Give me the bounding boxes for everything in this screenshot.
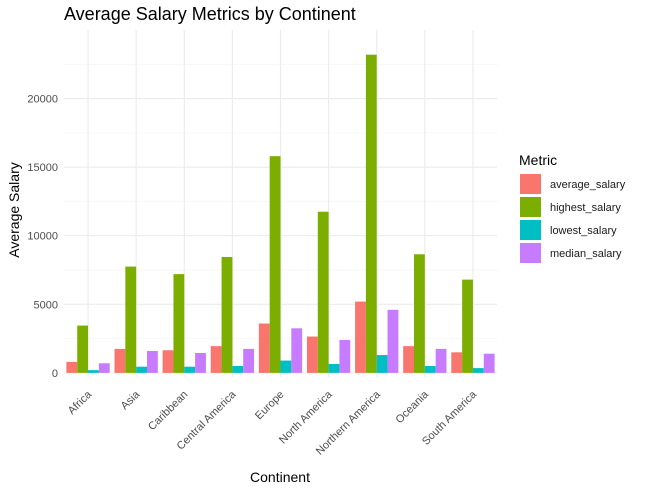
bar-highest_salary-south-america [462,279,473,373]
bar-lowest_salary-northern-america [376,355,388,373]
bar-highest_salary-oceania [414,254,425,373]
plot-area [64,30,497,377]
bar-lowest_salary-asia [136,366,147,373]
bar-average_salary-europe [258,323,270,373]
y-tick-label: 0 [52,368,58,380]
bar-highest_salary-caribbean [173,274,185,373]
bar-average_salary-northern-america [355,301,366,373]
bar-highest_salary-central-america [221,256,233,373]
x-tick-label: Africa [66,388,95,417]
bar-lowest_salary-north-america [328,363,340,373]
bar-average_salary-caribbean [162,350,174,373]
bar-average_salary-asia [114,348,126,373]
bar-lowest_salary-europe [280,360,292,373]
bar-average_salary-north-america [306,336,318,373]
bar-lowest_salary-caribbean [184,366,196,373]
bar-median_salary-central-america [243,348,255,373]
legend-label-average_salary: average_salary [550,179,626,191]
legend-label-lowest_salary: lowest_salary [550,225,617,237]
bar-median_salary-north-america [339,339,351,373]
bar-median_salary-oceania [435,348,447,373]
bar-highest_salary-africa [77,325,89,373]
bar-highest_salary-europe [269,156,281,373]
bar-lowest_salary-central-america [232,366,244,373]
bars [66,54,495,373]
x-tick-label: Oceania [393,388,431,426]
bar-average_salary-central-america [210,346,222,373]
bar-highest_salary-northern-america [365,54,377,373]
y-tick-label: 20000 [27,94,58,106]
legend-swatch-lowest_salary [520,220,541,240]
x-tick-label: Asia [119,388,143,412]
bar-average_salary-south-america [451,352,463,373]
bar-median_salary-asia [146,350,158,373]
y-tick-label: 15000 [27,162,58,174]
bar-highest_salary-north-america [317,211,329,373]
bar-median_salary-africa [98,363,110,373]
legend-label-median_salary: median_salary [550,248,622,260]
x-axis-title: Continent [250,469,310,485]
bar-lowest_salary-oceania [424,366,436,373]
bar-median_salary-northern-america [387,309,399,373]
legend-swatch-median_salary [520,243,541,263]
bar-median_salary-south-america [483,353,495,373]
legend-swatch-highest_salary [520,197,541,217]
y-tick-label: 10000 [27,231,58,243]
bar-average_salary-oceania [403,346,415,373]
y-axis-title: Average Salary [6,162,22,257]
x-tick-label: Caribbean [146,389,190,433]
y-axis-ticks: 0 5000 10000 15000 20000 [27,94,58,380]
bar-lowest_salary-south-america [472,368,484,373]
legend-title: Metric [519,152,557,168]
bar-average_salary-africa [66,361,78,373]
legend-label-highest_salary: highest_salary [550,202,621,214]
bar-lowest_salary-africa [88,370,99,373]
legend: Metric average_salary highest_salarylowes… [519,152,626,263]
bar-highest_salary-asia [125,266,137,373]
bar-median_salary-europe [291,328,303,373]
chart-title: Average Salary Metrics by Continent [64,4,356,24]
bar-median_salary-caribbean [195,352,206,373]
legend-swatch-average_salary [520,174,541,194]
y-tick-label: 5000 [34,299,58,311]
x-tick-label: Europe [253,389,287,423]
